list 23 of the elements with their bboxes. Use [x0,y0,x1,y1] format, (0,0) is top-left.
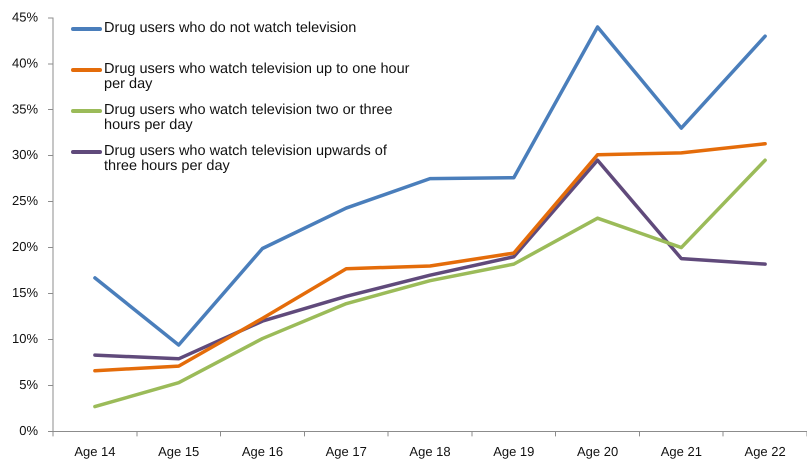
legend-label: Drug users who watch television up to one hour per day [104,60,410,92]
x-tick-label: Age 18 [409,444,451,459]
y-tick-label: 20% [12,239,38,254]
y-tick-label: 30% [12,147,38,162]
y-tick-label: 35% [12,101,38,116]
x-tick-label: Age 14 [74,444,116,459]
legend-label: Drug users who watch television two or three hours per day [104,102,394,133]
y-tick-label: 5% [19,377,38,392]
x-tick-label: Age 22 [744,444,786,459]
x-tick-label: Age 15 [158,444,200,459]
legend-label: Drug users who watch television upwards of three hours per day [104,142,388,174]
legend-label: Drug users who do not watch television [104,20,358,36]
x-tick-label: Age 21 [660,444,702,459]
x-tick-label: Age 17 [326,444,367,459]
y-tick-label: 0% [19,422,38,438]
y-tick-label: 45% [12,9,38,24]
y-tick-label: 40% [12,55,38,70]
y-tick-label: 25% [12,193,38,208]
x-tick-label: Age 19 [493,444,534,459]
y-tick-label: 10% [12,331,38,346]
x-tick-label: Age 16 [242,444,284,459]
x-tick-label: Age 20 [576,444,618,459]
y-tick-label: 15% [12,285,38,300]
